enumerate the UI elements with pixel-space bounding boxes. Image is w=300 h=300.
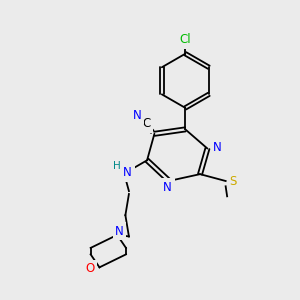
Text: N: N (133, 109, 142, 122)
Text: N: N (115, 225, 124, 238)
Text: N: N (123, 166, 132, 179)
Text: Cl: Cl (179, 33, 191, 46)
Text: O: O (85, 262, 94, 275)
Text: H: H (113, 161, 121, 171)
Text: S: S (229, 175, 237, 188)
Text: N: N (213, 141, 222, 154)
Text: C: C (142, 117, 150, 130)
Text: N: N (163, 181, 172, 194)
